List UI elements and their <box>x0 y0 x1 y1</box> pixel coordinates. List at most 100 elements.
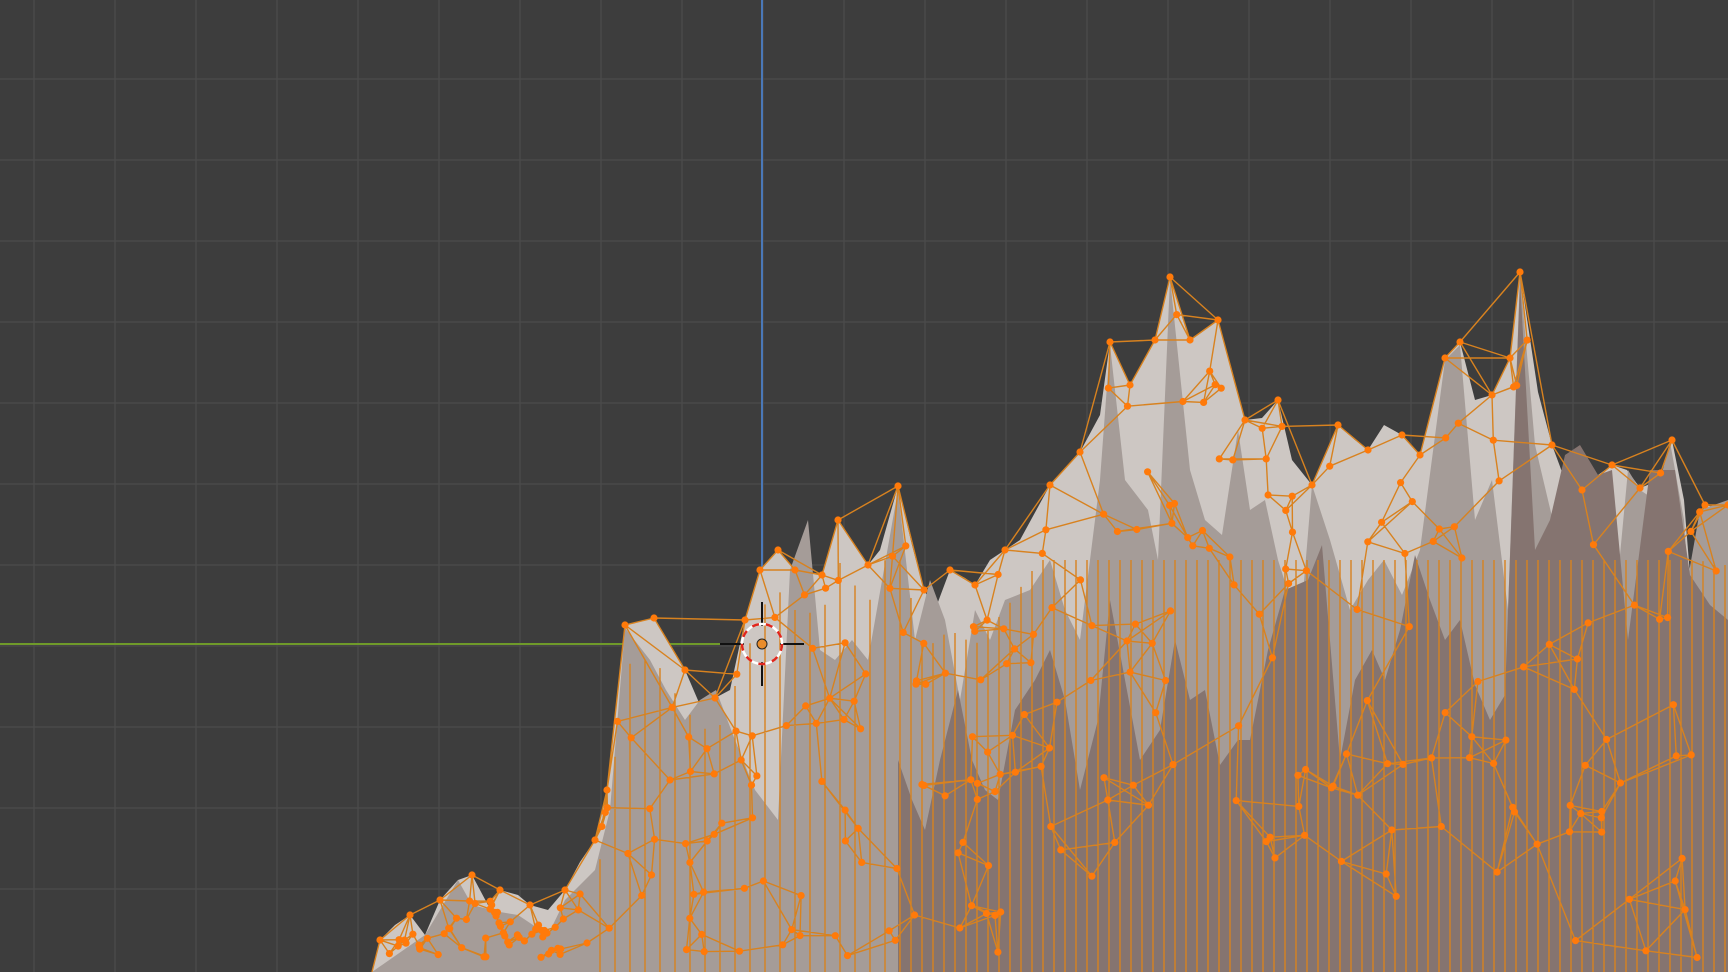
mesh-vertex[interactable] <box>973 795 981 804</box>
mesh-vertex[interactable] <box>1008 731 1017 739</box>
mesh-vertex[interactable] <box>1565 828 1574 836</box>
mesh-vertex[interactable] <box>1282 506 1290 514</box>
mesh-vertex[interactable] <box>526 901 534 909</box>
mesh-vertex[interactable] <box>556 904 564 912</box>
mesh-vertex[interactable] <box>1566 801 1574 810</box>
mesh-vertex[interactable] <box>496 922 505 930</box>
mesh-vertex[interactable] <box>1198 526 1207 535</box>
mesh-vertex[interactable] <box>954 849 962 857</box>
mesh-vertex[interactable] <box>800 591 809 599</box>
mesh-vertex[interactable] <box>826 694 834 702</box>
mesh-vertex[interactable] <box>605 924 613 932</box>
mesh-vertex[interactable] <box>1166 607 1175 615</box>
mesh-vertex[interactable] <box>1681 906 1689 914</box>
mesh-vertex[interactable] <box>834 516 842 524</box>
mesh-vertex[interactable] <box>1215 455 1223 463</box>
mesh-vertex[interactable] <box>1229 456 1237 464</box>
mesh-vertex[interactable] <box>700 888 708 896</box>
mesh-vertex[interactable] <box>534 921 543 929</box>
mesh-vertex[interactable] <box>984 862 993 870</box>
mesh-vertex[interactable] <box>1388 826 1396 834</box>
mesh-vertex[interactable] <box>436 896 444 904</box>
mesh-vertex[interactable] <box>1597 814 1605 822</box>
mesh-vertex[interactable] <box>1616 779 1625 787</box>
mesh-vertex[interactable] <box>651 835 659 843</box>
mesh-vertex[interactable] <box>703 837 711 845</box>
mesh-vertex[interactable] <box>1042 526 1050 534</box>
mesh-vertex[interactable] <box>1076 576 1085 584</box>
mesh-vertex[interactable] <box>841 639 849 647</box>
mesh-vertex[interactable] <box>857 725 865 733</box>
mesh-vertex[interactable] <box>1308 481 1316 489</box>
mesh-vertex[interactable] <box>1046 481 1054 489</box>
mesh-vertex[interactable] <box>891 936 899 944</box>
mesh-vertex[interactable] <box>1488 391 1496 399</box>
mesh-vertex[interactable] <box>1401 549 1409 558</box>
mesh-vertex[interactable] <box>668 703 676 712</box>
mesh-vertex[interactable] <box>1295 802 1303 811</box>
mesh-vertex[interactable] <box>946 566 954 574</box>
mesh-vertex[interactable] <box>1581 761 1589 769</box>
mesh-vertex[interactable] <box>482 934 490 942</box>
mesh-vertex[interactable] <box>1598 807 1606 816</box>
mesh-vertex[interactable] <box>1232 797 1240 805</box>
mesh-vertex[interactable] <box>501 932 509 940</box>
mesh-vertex[interactable] <box>1509 803 1517 811</box>
mesh-vertex[interactable] <box>1712 567 1720 575</box>
mesh-vertex[interactable] <box>1334 421 1342 429</box>
mesh-vertex[interactable] <box>591 836 599 844</box>
mesh-vertex[interactable] <box>1545 640 1553 649</box>
mesh-vertex[interactable] <box>613 717 622 726</box>
mesh-vertex[interactable] <box>627 734 635 742</box>
mesh-vertex[interactable] <box>1693 953 1701 962</box>
mesh-vertex[interactable] <box>685 733 693 741</box>
mesh-vertex[interactable] <box>409 930 417 938</box>
mesh-vertex[interactable] <box>1111 838 1119 847</box>
mesh-vertex[interactable] <box>840 716 848 724</box>
mesh-vertex[interactable] <box>1169 761 1177 769</box>
mesh-vertex[interactable] <box>1636 484 1644 492</box>
mesh-vertex[interactable] <box>991 911 999 920</box>
mesh-vertex[interactable] <box>547 946 556 954</box>
mesh-vertex[interactable] <box>621 621 629 629</box>
mesh-vertex[interactable] <box>416 944 424 952</box>
mesh-vertex[interactable] <box>782 722 791 730</box>
mesh-vertex[interactable] <box>1664 614 1672 622</box>
mesh-vertex[interactable] <box>506 918 514 926</box>
mesh-vertex[interactable] <box>1235 722 1243 730</box>
mesh-vertex[interactable] <box>406 911 414 919</box>
mesh-vertex[interactable] <box>1126 381 1134 389</box>
mesh-vertex[interactable] <box>1268 654 1276 662</box>
mesh-vertex[interactable] <box>624 849 632 858</box>
mesh-vertex[interactable] <box>423 934 431 942</box>
mesh-vertex[interactable] <box>486 905 494 913</box>
mesh-vertex[interactable] <box>1502 736 1510 744</box>
mesh-vertex[interactable] <box>703 745 711 753</box>
mesh-vertex[interactable] <box>551 923 559 931</box>
mesh-vertex[interactable] <box>862 670 870 678</box>
mesh-vertex[interactable] <box>601 808 609 817</box>
mesh-vertex[interactable] <box>854 824 862 833</box>
mesh-vertex[interactable] <box>1454 419 1462 427</box>
mesh-vertex[interactable] <box>638 891 646 900</box>
mesh-vertex[interactable] <box>1057 846 1065 854</box>
mesh-vertex[interactable] <box>1011 768 1020 776</box>
mesh-vertex[interactable] <box>1123 402 1132 410</box>
mesh-vertex[interactable] <box>885 927 893 935</box>
mesh-vertex[interactable] <box>1152 709 1160 717</box>
object-origin-icon[interactable] <box>756 638 768 650</box>
mesh-vertex[interactable] <box>864 561 872 569</box>
mesh-vertex[interactable] <box>1510 383 1518 391</box>
mesh-vertex[interactable] <box>1104 384 1112 392</box>
mesh-vertex[interactable] <box>690 890 698 898</box>
mesh-vertex[interactable] <box>1087 676 1095 685</box>
mesh-vertex[interactable] <box>1573 655 1581 663</box>
mesh-vertex[interactable] <box>1378 518 1386 526</box>
mesh-vertex[interactable] <box>603 786 611 794</box>
mesh-vertex[interactable] <box>686 858 694 867</box>
mesh-vertex[interactable] <box>984 748 992 756</box>
mesh-vertex[interactable] <box>1144 801 1153 809</box>
mesh-vertex[interactable] <box>647 871 656 879</box>
mesh-vertex[interactable] <box>394 942 402 950</box>
mesh-vertex[interactable] <box>796 932 804 940</box>
